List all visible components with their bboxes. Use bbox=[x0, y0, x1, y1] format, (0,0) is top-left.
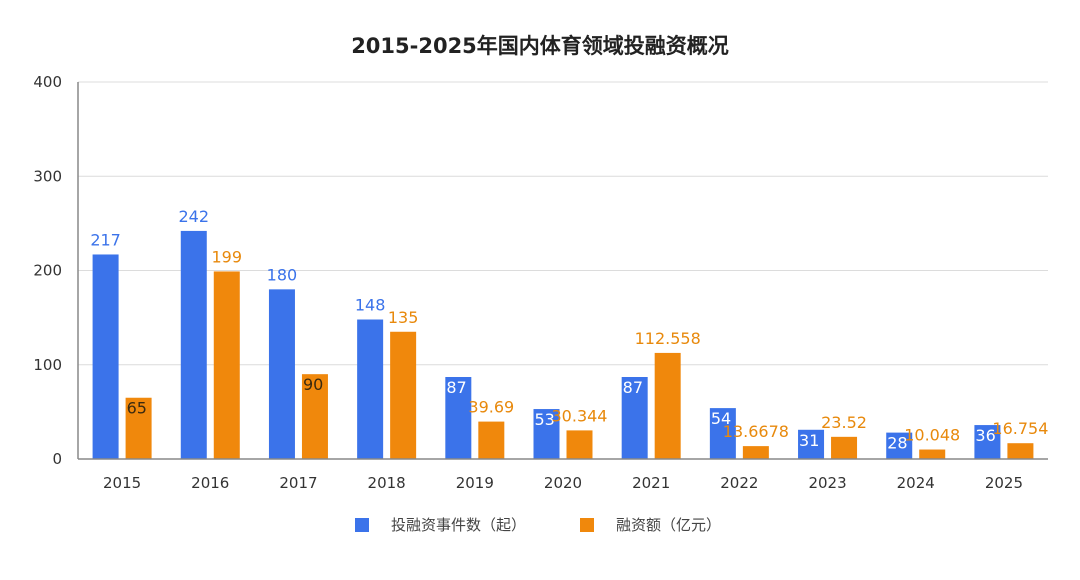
bar-events bbox=[533, 409, 560, 459]
data-label-amount: 135 bbox=[388, 308, 419, 327]
data-label-events: 87 bbox=[446, 378, 466, 397]
data-label-events: 217 bbox=[90, 230, 121, 249]
legend-item-events[interactable]: 投融资事件数（起） bbox=[354, 514, 526, 535]
bar-events bbox=[709, 408, 736, 459]
data-label-events: 180 bbox=[267, 265, 298, 284]
y-tick-label: 0 bbox=[52, 450, 62, 468]
data-label-events: 148 bbox=[355, 296, 386, 315]
data-label-amount: 10.048 bbox=[904, 426, 960, 445]
bar-amount bbox=[1007, 443, 1034, 459]
data-label-events: 242 bbox=[178, 207, 209, 226]
bar-amount bbox=[213, 271, 240, 459]
bar-amount bbox=[125, 397, 152, 459]
bar-amount bbox=[390, 331, 417, 459]
bar-amount bbox=[742, 446, 769, 459]
x-tick-label: 2024 bbox=[897, 474, 935, 492]
bar-events bbox=[357, 319, 384, 459]
legend-label-amount: 融资额（亿元） bbox=[616, 516, 722, 534]
bar-events bbox=[268, 289, 295, 459]
data-label-amount: 23.52 bbox=[821, 413, 867, 432]
bar-amount bbox=[301, 374, 328, 459]
y-tick-label: 300 bbox=[33, 167, 62, 185]
legend: 投融资事件数（起） 融资额（亿元） bbox=[0, 514, 1080, 535]
data-label-events: 36 bbox=[975, 426, 995, 445]
data-label-amount: 16.754 bbox=[992, 419, 1048, 438]
x-tick-label: 2021 bbox=[632, 474, 670, 492]
bar-amount bbox=[566, 430, 593, 459]
legend-item-amount[interactable]: 融资额（亿元） bbox=[580, 514, 721, 535]
data-label-amount: 13.6678 bbox=[723, 422, 789, 441]
data-label-amount: 30.344 bbox=[552, 406, 608, 425]
y-tick-label: 100 bbox=[33, 356, 62, 374]
bar-amount bbox=[654, 352, 681, 459]
legend-label-events: 投融资事件数（起） bbox=[390, 516, 526, 534]
y-tick-label: 200 bbox=[33, 262, 62, 280]
legend-swatch-events bbox=[354, 517, 369, 532]
x-tick-label: 2016 bbox=[191, 474, 229, 492]
data-label-events: 28 bbox=[887, 434, 907, 453]
data-label-events: 53 bbox=[535, 410, 555, 429]
data-label-amount: 199 bbox=[211, 247, 242, 266]
bar-events bbox=[798, 429, 825, 459]
data-label-amount: 112.558 bbox=[635, 329, 701, 348]
x-tick-label: 2023 bbox=[808, 474, 846, 492]
data-label-amount: 90 bbox=[303, 375, 323, 394]
bar-events bbox=[180, 230, 207, 459]
data-label-events: 54 bbox=[711, 409, 731, 428]
x-tick-label: 2019 bbox=[456, 474, 494, 492]
bar-amount bbox=[478, 421, 505, 459]
bar-amount bbox=[919, 449, 946, 459]
bar-events bbox=[621, 377, 648, 459]
x-tick-label: 2022 bbox=[720, 474, 758, 492]
data-label-amount: 39.69 bbox=[468, 398, 514, 417]
bar-events bbox=[445, 377, 472, 459]
chart-title: 2015-2025年国内体育领域投融资概况 bbox=[351, 34, 729, 58]
bar-events bbox=[974, 425, 1001, 459]
data-label-events: 31 bbox=[799, 431, 819, 450]
x-tick-label: 2017 bbox=[279, 474, 317, 492]
x-tick-label: 2015 bbox=[103, 474, 141, 492]
y-tick-label: 400 bbox=[33, 73, 62, 91]
bar-amount bbox=[831, 436, 858, 459]
data-label-amount: 65 bbox=[127, 399, 147, 418]
x-tick-label: 2020 bbox=[544, 474, 582, 492]
legend-swatch-amount bbox=[580, 517, 594, 532]
bar-events bbox=[92, 254, 119, 459]
bar-events bbox=[886, 432, 913, 459]
x-tick-label: 2025 bbox=[985, 474, 1023, 492]
x-tick-label: 2018 bbox=[368, 474, 406, 492]
data-label-events: 87 bbox=[623, 378, 643, 397]
